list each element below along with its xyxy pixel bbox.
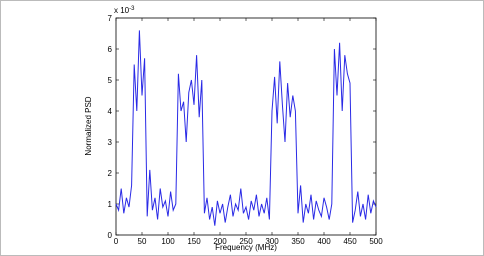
y-tick-label: 3 <box>108 138 113 147</box>
x-tick-label: 200 <box>213 237 227 246</box>
y-multiplier: x 10-3 <box>114 6 135 15</box>
y-tick-label: 7 <box>108 14 113 23</box>
y-multiplier-base: x 10 <box>114 6 130 15</box>
y-multiplier-exp: -3 <box>129 6 135 12</box>
x-tick-label: 50 <box>138 237 147 246</box>
x-tick-label: 350 <box>291 237 305 246</box>
y-tick-label: 4 <box>108 107 113 116</box>
x-tick-label: 400 <box>317 237 331 246</box>
y-tick-label: 5 <box>108 76 113 85</box>
x-tick-label: 0 <box>114 237 119 246</box>
psd-line <box>115 30 377 226</box>
y-tick-label: 6 <box>108 45 113 54</box>
x-tick-label: 150 <box>187 237 201 246</box>
x-tick-label: 250 <box>239 237 253 246</box>
x-axis-label: Frequency (MHz) <box>215 243 277 252</box>
y-tick-label: 1 <box>108 200 113 209</box>
x-tick-label: 450 <box>343 237 357 246</box>
y-tick-label: 0 <box>108 231 113 240</box>
plot-area <box>115 17 377 236</box>
x-tick-label: 500 <box>369 237 383 246</box>
y-axis-label: Normalized PSD <box>84 96 93 155</box>
x-tick-label: 100 <box>161 237 175 246</box>
y-tick-label: 2 <box>108 169 113 178</box>
x-tick-label: 300 <box>265 237 279 246</box>
